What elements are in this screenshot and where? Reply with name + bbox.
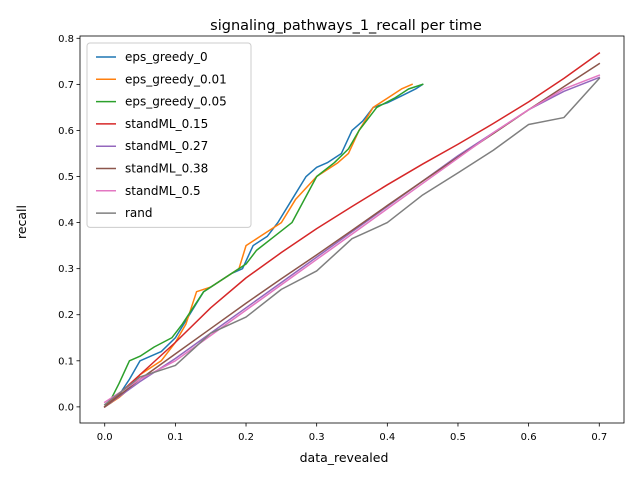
chart-title: signaling_pathways_1_recall per time <box>210 18 482 34</box>
series-line-standML-0-15 <box>103 52 601 408</box>
x-tick-label: 0.1 <box>167 432 183 443</box>
y-tick-label: 0.4 <box>58 218 74 229</box>
y-axis-label: recall <box>14 205 29 239</box>
legend-label-eps-greedy-0-05: eps_greedy_0.05 <box>125 95 227 109</box>
y-tick-label: 0.1 <box>58 356 74 367</box>
series-line-eps-greedy-0-05 <box>103 83 424 408</box>
x-tick-label: 0.6 <box>521 432 537 443</box>
legend-box <box>86 42 252 228</box>
x-tick-label: 0.2 <box>238 432 254 443</box>
x-axis-label: data_revealed <box>300 450 389 465</box>
legend-label-eps-greedy-0: eps_greedy_0 <box>125 50 208 64</box>
plot-lines <box>103 52 601 408</box>
series-line-standML-0-5 <box>103 74 601 404</box>
legend-label-standML-0-15: standML_0.15 <box>125 117 208 131</box>
y-tick-label: 0.2 <box>58 310 74 321</box>
legend-label-standML-0-5: standML_0.5 <box>125 184 201 198</box>
y-tick-label: 0.5 <box>58 172 74 183</box>
series-line-eps-greedy-0-01 <box>103 83 414 408</box>
x-tick-label: 0.3 <box>309 432 325 443</box>
y-tick-label: 0.7 <box>58 80 74 91</box>
x-tick-label: 0.0 <box>97 432 113 443</box>
legend: eps_greedy_0 eps_greedy_0.01 eps_greedy_0.… <box>86 42 252 228</box>
series-line-rand <box>103 77 601 406</box>
x-tick-label: 0.7 <box>591 432 607 443</box>
y-tick-label: 0.6 <box>58 126 74 137</box>
y-tick-label: 0.3 <box>58 264 74 275</box>
axes: 0.0 0.1 0.2 0.3 0.4 0.5 0.6 0.7 0.0 0.1 0.2 0.3 0.4 0… <box>58 34 625 443</box>
legend-label-standML-0-27: standML_0.27 <box>125 139 208 153</box>
legend-label-rand: rand <box>125 206 153 220</box>
x-tick-label: 0.5 <box>450 432 466 443</box>
y-tick-label: 0.8 <box>58 34 74 45</box>
x-tick-label: 0.4 <box>379 432 395 443</box>
y-tick-label: 0.0 <box>58 402 74 413</box>
legend-label-standML-0-38: standML_0.38 <box>125 162 208 176</box>
legend-label-eps-greedy-0-01: eps_greedy_0.01 <box>125 72 227 86</box>
plot-frame <box>79 35 625 424</box>
